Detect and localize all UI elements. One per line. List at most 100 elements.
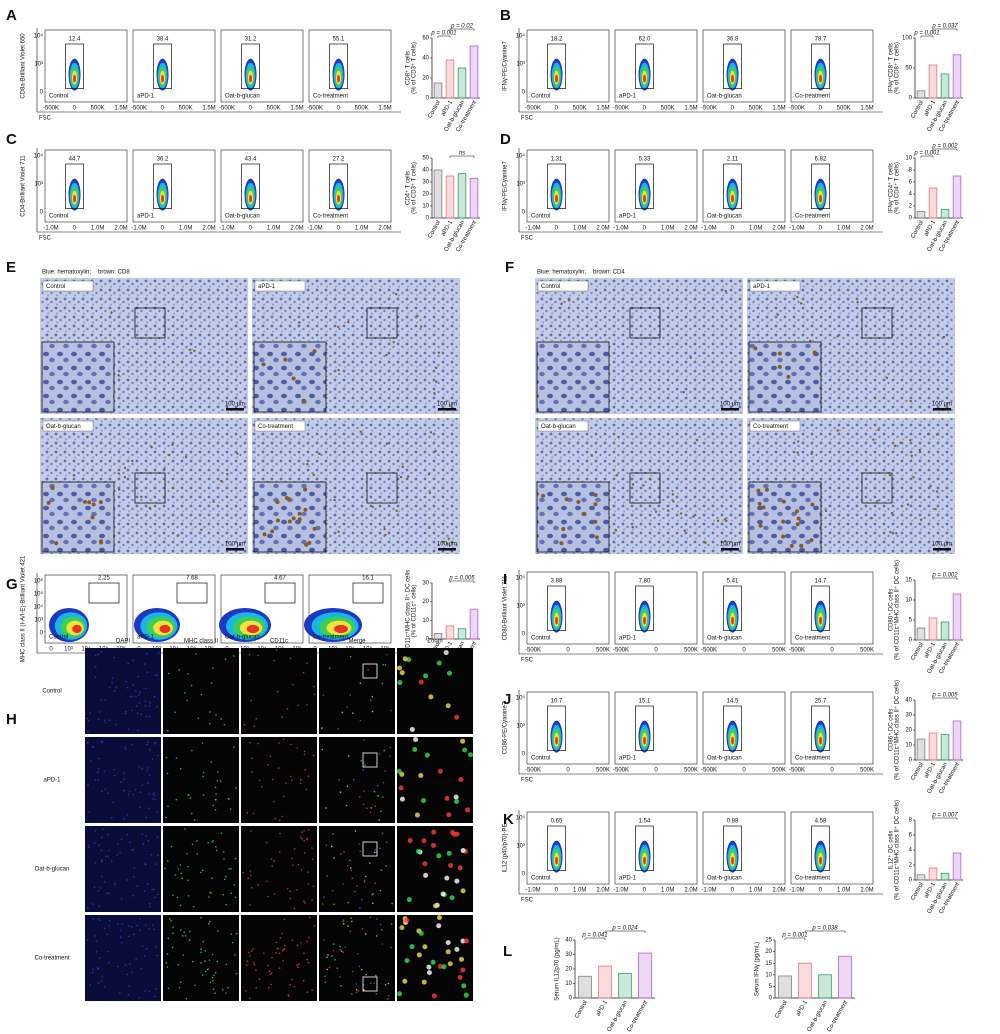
fluorescent-spot <box>212 804 215 807</box>
x-tick-label: 1.0M <box>91 226 104 232</box>
brown-stain <box>312 526 317 531</box>
fluorescent-spot <box>120 838 123 841</box>
fluorescent-spot <box>323 896 325 898</box>
fluorescent-spot <box>303 852 306 854</box>
fluorescent-spot <box>374 849 377 851</box>
fluorescent-spot <box>190 812 193 815</box>
y-tick-label: 5 <box>909 618 913 624</box>
gate-value: 44.7 <box>69 157 81 163</box>
density-blob <box>819 194 822 203</box>
fluorescent-spot <box>311 899 313 901</box>
brown-stain <box>689 356 692 359</box>
fluorescent-spot <box>385 841 388 844</box>
fluorescent-spot <box>124 746 126 749</box>
fluorescent-spot <box>108 925 111 927</box>
y-tick-label: 10⁴ <box>516 815 526 822</box>
density-blob <box>731 74 734 83</box>
fluorescent-spot <box>210 761 213 763</box>
fluorescence-image <box>319 648 395 734</box>
brown-stain <box>347 321 350 324</box>
fluorescent-spot <box>454 714 460 720</box>
y-tick-label: 8 <box>909 168 913 174</box>
y-tick-label: 40 <box>422 56 429 62</box>
brown-stain <box>168 453 171 457</box>
group-label: Control <box>531 636 550 642</box>
fluorescent-spot <box>250 950 253 952</box>
flow-plot-frame <box>702 811 786 885</box>
gate <box>723 163 742 209</box>
y-tick-label: 20 <box>905 728 912 734</box>
fluorescent-spot <box>367 669 369 671</box>
brown-stain <box>631 525 634 529</box>
y-tick-label: 30 <box>905 713 912 719</box>
fluorescent-spot <box>250 830 252 832</box>
fluorescent-spot <box>384 770 387 772</box>
fluorescent-spot <box>281 932 283 935</box>
brown-stain <box>383 527 386 531</box>
brown-stain <box>877 428 880 432</box>
fluorescent-spot <box>375 851 377 853</box>
fluorescent-spot <box>172 932 174 935</box>
y-tick-label: 0 <box>909 638 913 644</box>
fluorescent-spot <box>87 844 90 846</box>
fluorescent-spot <box>279 819 281 822</box>
fluorescent-spot <box>100 849 103 852</box>
fluorescent-spot <box>215 849 218 852</box>
fluorescent-spot <box>86 939 89 941</box>
fluorescent-spot <box>249 997 251 1000</box>
x-tick-label: 1.0M <box>355 226 368 232</box>
x-tick-label: -500K <box>789 648 805 654</box>
brown-stain <box>275 518 280 523</box>
bar <box>916 627 926 641</box>
fluorescent-spot <box>132 793 135 796</box>
fluorescent-spot <box>441 964 447 970</box>
category-label: Co-treatment <box>826 1000 849 1034</box>
gate-value: 2.11 <box>727 157 739 163</box>
brown-stain <box>90 515 95 520</box>
significance-bracket <box>932 697 958 700</box>
x-tick-label: 1.5M <box>596 106 609 112</box>
fluorescent-spot <box>253 725 256 728</box>
fluorescent-spot <box>354 830 357 832</box>
fluorescent-spot <box>131 709 133 712</box>
scale-bar-label: 100 μm <box>225 402 245 408</box>
fluorescent-spot <box>418 679 424 685</box>
fluorescent-spot <box>166 729 169 732</box>
fluorescent-spot <box>98 844 100 847</box>
gate <box>723 705 742 751</box>
fluorescent-spot <box>313 685 315 688</box>
fluorescent-spot <box>249 874 252 877</box>
x-tick-label: 0 <box>742 648 746 654</box>
flow-plot-frame <box>790 571 874 645</box>
fluorescent-spot <box>235 787 237 789</box>
fluorescent-spot <box>370 807 373 809</box>
x-tick-label: 0 <box>742 768 746 774</box>
fluorescent-spot <box>307 936 310 939</box>
y-tick-label: 50 <box>422 156 429 162</box>
fluorescent-spot <box>200 916 202 919</box>
y-axis-label: CD8a-Brilliant Violet 650 <box>21 33 27 99</box>
fluorescent-spot <box>136 712 139 715</box>
group-label: Oat-b-glucan <box>541 424 576 430</box>
y-tick-label: 30 <box>565 952 572 958</box>
y-tick-label: 15 <box>905 578 912 584</box>
fluorescent-spot <box>276 690 279 693</box>
x-tick-label: 0 <box>654 648 658 654</box>
fluorescent-spot <box>120 941 123 944</box>
fluorescent-spot <box>138 997 141 999</box>
fluorescent-spot <box>463 938 469 944</box>
fluorescent-spot <box>113 656 115 659</box>
brown-stain <box>395 293 398 296</box>
x-tick-label: -500K <box>613 648 629 654</box>
x-tick-label: 1.0M <box>573 888 586 894</box>
group-label: aPD-1 <box>619 876 637 882</box>
group-label: aPD-1 <box>137 635 155 641</box>
fluorescent-spot <box>200 948 202 950</box>
fluorescent-spot <box>374 805 377 808</box>
fluorescent-spot <box>143 890 146 892</box>
fluorescent-spot <box>126 814 129 816</box>
fluorescent-spot <box>155 945 158 948</box>
flow-plot-frame <box>44 29 128 103</box>
fluorescent-spot <box>153 792 156 795</box>
fluorescent-spot <box>430 959 436 965</box>
